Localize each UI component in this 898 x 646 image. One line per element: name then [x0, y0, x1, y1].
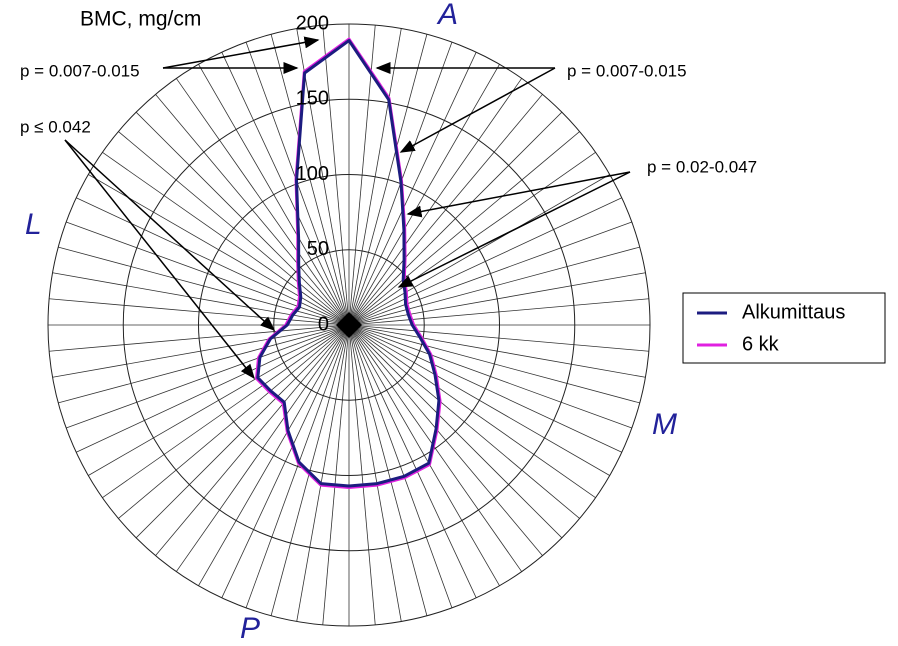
grid-ring	[198, 174, 500, 476]
direction-label: A	[436, 0, 458, 31]
r-axis-label: BMC, mg/cm	[80, 8, 201, 31]
direction-label: L	[25, 208, 42, 241]
legend-label: 6 kk	[742, 333, 780, 355]
r-tick-label: 200	[296, 12, 329, 34]
series-line	[255, 37, 442, 489]
annotation: p = 0.007-0.015	[567, 61, 687, 80]
annotation: p = 0.02-0.047	[647, 157, 757, 176]
r-tick-label: 0	[318, 313, 329, 335]
annotation: p = 0.007-0.015	[20, 61, 140, 80]
r-tick-label: 100	[296, 163, 329, 185]
center-mark	[336, 312, 362, 338]
r-tick-label: 150	[296, 88, 329, 110]
grid-ring	[47, 23, 651, 627]
direction-label: M	[652, 408, 677, 441]
arrows	[64, 36, 631, 380]
direction-label: P	[240, 612, 260, 645]
series-line	[256, 39, 441, 488]
annotation: p ≤ 0.042	[20, 117, 91, 136]
grid-ring	[122, 98, 576, 552]
legend-box	[682, 292, 886, 364]
r-tick-label: 50	[307, 238, 329, 260]
legend-label: Alkumittaus	[742, 301, 845, 323]
